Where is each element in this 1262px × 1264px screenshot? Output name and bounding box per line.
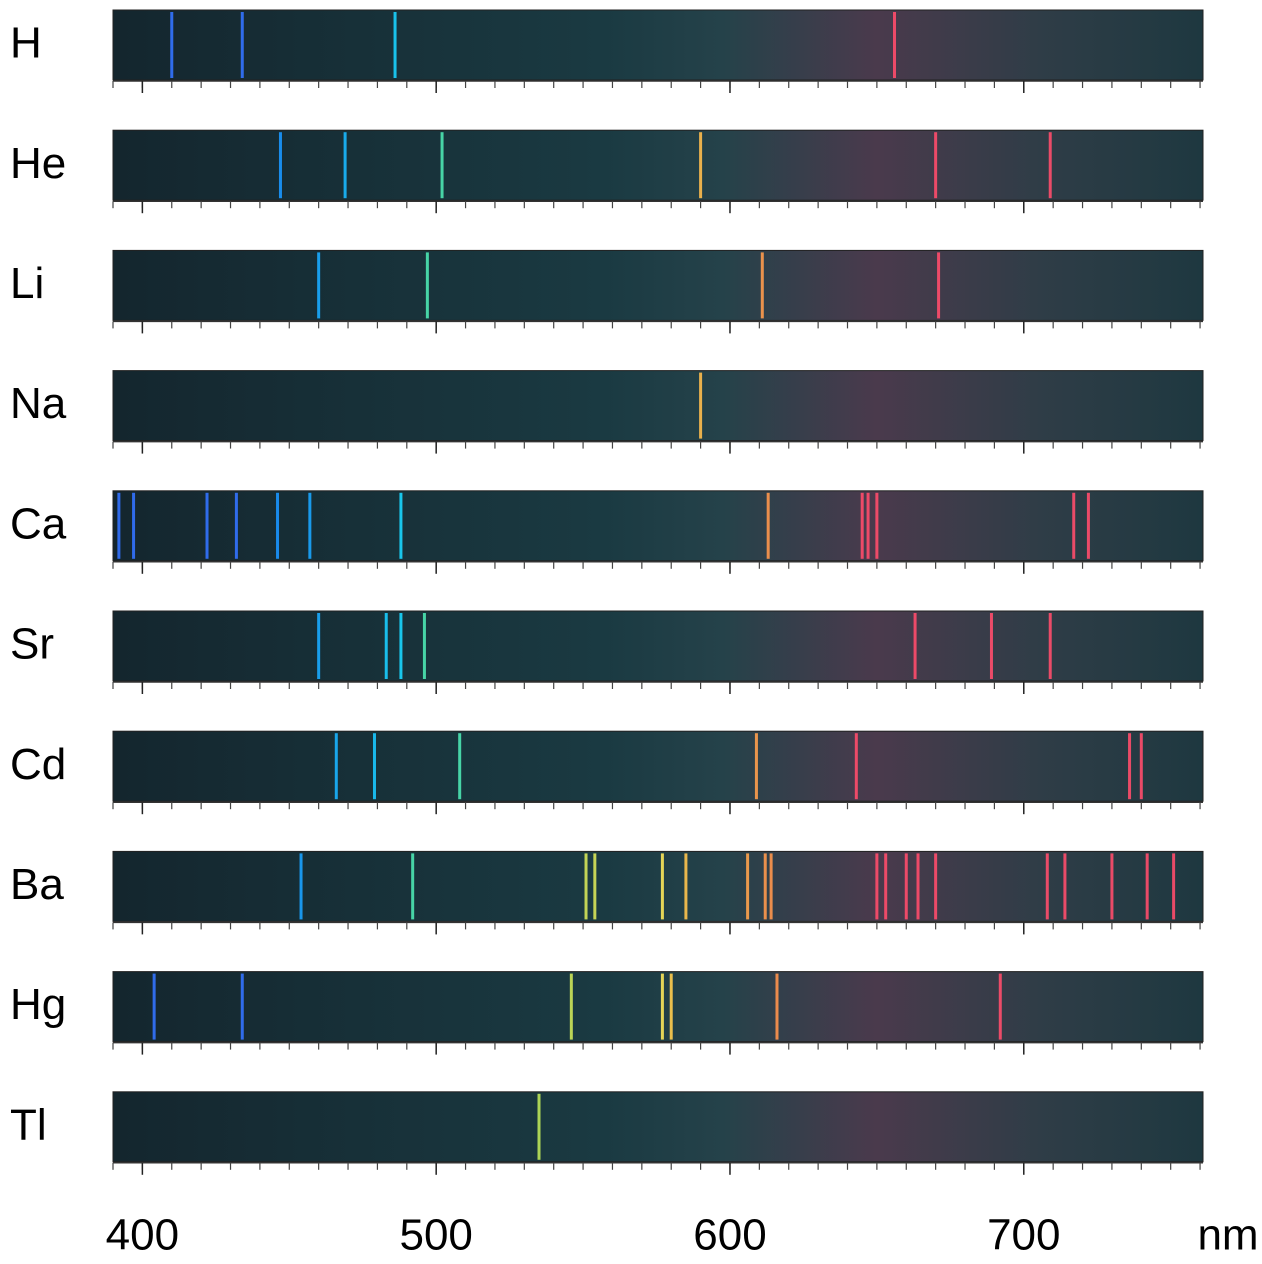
emission-line (875, 853, 878, 919)
x-axis-label: nm (1197, 1211, 1258, 1259)
element-label: Hg (10, 980, 66, 1029)
emission-line (399, 613, 402, 679)
emission-line (570, 974, 573, 1040)
emission-line (344, 132, 347, 198)
emission-line (279, 132, 282, 198)
emission-line (699, 373, 702, 439)
emission-line (755, 733, 758, 799)
emission-line (235, 493, 238, 559)
emission-line (999, 974, 1002, 1040)
emission-line (914, 613, 917, 679)
element-label: Tl (10, 1100, 47, 1149)
emission-line (1110, 853, 1113, 919)
emission-line (867, 493, 870, 559)
spectrum-strip (113, 972, 1203, 1042)
element-label: Cd (10, 740, 66, 789)
emission-line (241, 12, 244, 78)
spectrum-strip (113, 611, 1203, 681)
x-tick-label: 700 (987, 1211, 1060, 1259)
emission-line (399, 493, 402, 559)
emission-line (905, 853, 908, 919)
emission-line (385, 613, 388, 679)
emission-line (884, 853, 887, 919)
emission-line (538, 1094, 541, 1160)
emission-line (767, 493, 770, 559)
emission-line (1049, 132, 1052, 198)
emission-line (699, 132, 702, 198)
element-label: Ba (10, 860, 64, 909)
emission-line (170, 12, 173, 78)
emission-line (1140, 733, 1143, 799)
emission-line (1046, 853, 1049, 919)
emission-line (300, 853, 303, 919)
emission-line (317, 252, 320, 318)
emission-line (684, 853, 687, 919)
emission-line (934, 853, 937, 919)
emission-line (775, 974, 778, 1040)
emission-line (990, 613, 993, 679)
emission-line (276, 493, 279, 559)
emission-line (917, 853, 920, 919)
element-label: Ca (10, 499, 67, 548)
x-tick-label: 600 (693, 1211, 766, 1259)
element-label: Li (10, 259, 44, 308)
x-tick-label: 400 (106, 1211, 179, 1259)
emission-line (770, 853, 773, 919)
emission-line (373, 733, 376, 799)
emission-line (423, 613, 426, 679)
x-tick-label: 500 (399, 1211, 472, 1259)
emission-line (661, 853, 664, 919)
emission-line (1146, 853, 1149, 919)
element-label: Na (10, 379, 67, 428)
element-label: He (10, 139, 66, 188)
emission-line (1049, 613, 1052, 679)
emission-line (855, 733, 858, 799)
emission-line (661, 974, 664, 1040)
emission-line (441, 132, 444, 198)
emission-line (585, 853, 588, 919)
emission-line (426, 252, 429, 318)
emission-line (308, 493, 311, 559)
emission-line (746, 853, 749, 919)
chart: nm H He Li Na Ca Sr Cd Ba Hg Tl 400 500 600 700 (0, 0, 1262, 1259)
emission-line (1128, 733, 1131, 799)
emission-line (394, 12, 397, 78)
emission-line (335, 733, 338, 799)
emission-line (893, 12, 896, 78)
emission-line (153, 974, 156, 1040)
spectrum-strip (113, 851, 1203, 921)
emission-line (132, 493, 135, 559)
spectrum-strip (113, 371, 1203, 441)
emission-line (317, 613, 320, 679)
emission-line (764, 853, 767, 919)
emission-line (411, 853, 414, 919)
spectrum-strip (113, 250, 1203, 320)
emission-line (1063, 853, 1066, 919)
emission-line (875, 493, 878, 559)
emission-line (934, 132, 937, 198)
emission-line (593, 853, 596, 919)
emission-line (117, 493, 120, 559)
emission-line (761, 252, 764, 318)
emission-line (1072, 493, 1075, 559)
element-label: H (10, 19, 42, 68)
emission-line (241, 974, 244, 1040)
emission-line (861, 493, 864, 559)
spectrum-strip (113, 10, 1203, 80)
emission-line (458, 733, 461, 799)
spectrum-strip (113, 1092, 1203, 1162)
emission-line (1087, 493, 1090, 559)
spectrum-strip (113, 731, 1203, 801)
emission-line (670, 974, 673, 1040)
emission-line (937, 252, 940, 318)
emission-line (1172, 853, 1175, 919)
element-label: Sr (10, 620, 54, 669)
emission-line (206, 493, 209, 559)
spectrum-strip (113, 130, 1203, 200)
